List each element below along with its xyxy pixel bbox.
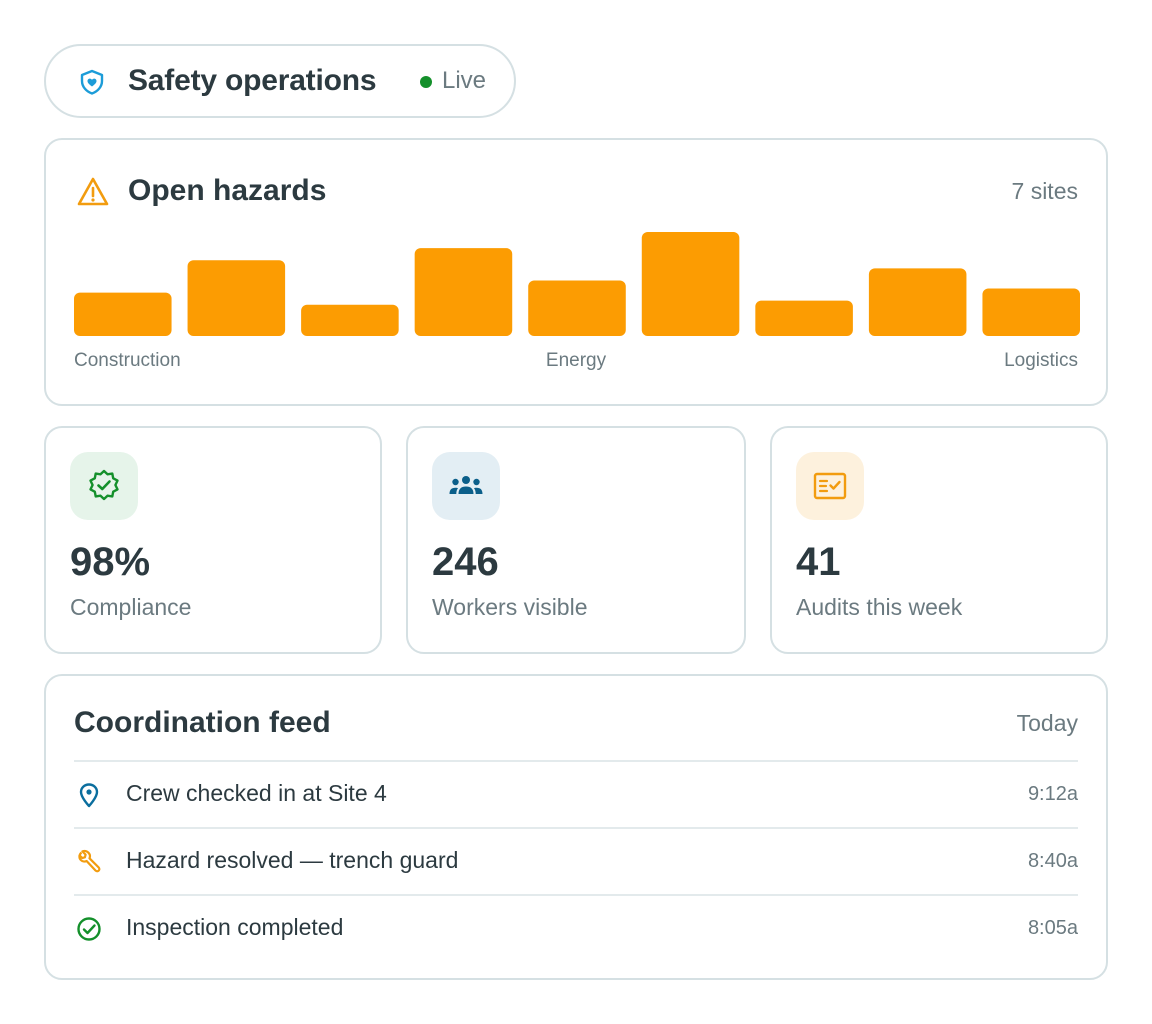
audits-value: 41	[796, 540, 841, 584]
hazards-bar-chart	[74, 232, 1080, 336]
hazard-bar-2[interactable]	[301, 304, 399, 336]
wrench-icon	[78, 849, 101, 873]
workers-value: 246	[432, 540, 499, 584]
page-title: Safety operations	[128, 64, 377, 97]
checklist-icon	[813, 472, 847, 500]
hazard-bar-1[interactable]	[187, 260, 286, 336]
feed-item[interactable]: Hazard resolved — trench guard 8:40a	[74, 827, 1078, 894]
header-pill: Safety operations Live	[44, 44, 516, 118]
compliance-label: Compliance	[70, 594, 192, 620]
feed-item-text: Hazard resolved — trench guard	[126, 847, 459, 873]
badge-check-icon	[89, 469, 119, 501]
compliance-icon-box	[70, 452, 138, 520]
check-circle-icon	[77, 917, 101, 941]
feed-period: Today	[1016, 710, 1078, 736]
hazard-bar-6[interactable]	[755, 300, 853, 336]
open-hazards-card: Open hazards 7 sites Construction Energy…	[44, 138, 1108, 406]
feed-item-time: 8:05a	[1027, 917, 1078, 939]
feed-title: Coordination feed	[74, 706, 331, 739]
feed-item[interactable]: Crew checked in at Site 4 9:12a	[74, 760, 1078, 827]
compliance-value: 98%	[70, 540, 151, 584]
axis-label-construction: Construction	[74, 350, 181, 371]
hazard-bar-7[interactable]	[868, 268, 967, 336]
live-status-label: Live	[442, 67, 487, 94]
hazard-bar-5[interactable]	[641, 232, 740, 336]
map-pin-icon	[79, 783, 99, 808]
audits-icon-box	[796, 452, 864, 520]
audits-label: Audits this week	[796, 594, 963, 620]
stat-card-audits[interactable]: 41 Audits this week	[770, 426, 1108, 654]
feed-item-text: Crew checked in at Site 4	[126, 780, 387, 806]
axis-label-energy: Energy	[545, 350, 607, 371]
hazard-bar-4[interactable]	[528, 280, 626, 336]
shield-heart-icon	[80, 69, 104, 95]
axis-label-logistics: Logistics	[1004, 350, 1078, 371]
sites-count: 7 sites	[1011, 178, 1078, 204]
warning-triangle-icon	[77, 177, 109, 206]
feed-item-text: Inspection completed	[126, 914, 344, 940]
workers-label: Workers visible	[432, 594, 588, 620]
feed-item-time: 9:12a	[1027, 783, 1078, 805]
stat-card-workers[interactable]: 246 Workers visible	[406, 426, 746, 654]
stat-card-compliance[interactable]: 98% Compliance	[44, 426, 382, 654]
hazards-title: Open hazards	[128, 174, 327, 207]
people-group-icon	[449, 476, 483, 494]
coordination-feed-card: Coordination feed Today Crew checked in …	[44, 674, 1108, 980]
feed-item-time: 8:40a	[1027, 850, 1078, 872]
feed-item[interactable]: Inspection completed 8:05a	[74, 894, 1078, 961]
hazard-bar-3[interactable]	[414, 248, 513, 336]
hazard-bar-8[interactable]	[982, 288, 1080, 336]
live-indicator-dot	[420, 76, 432, 88]
workers-icon-box	[432, 452, 500, 520]
hazard-bar-0[interactable]	[74, 292, 172, 336]
